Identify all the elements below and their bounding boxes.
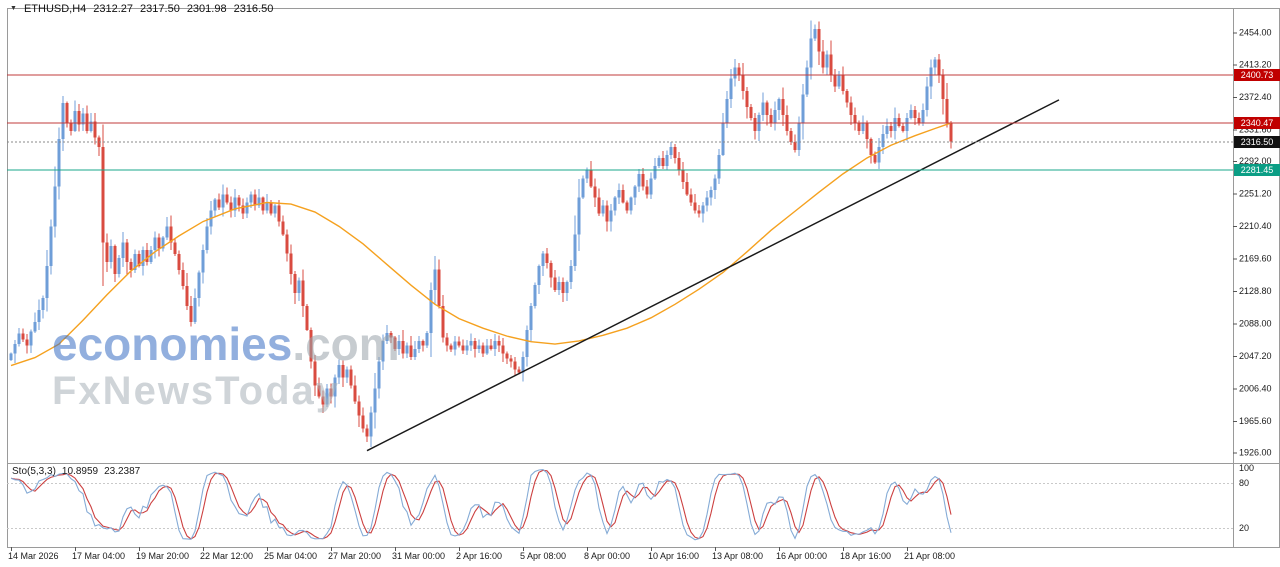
symbol-label: ETHUSD,H4	[23, 3, 87, 15]
price-level-badge: 2340.47	[1234, 116, 1280, 129]
price-tick-label: 2372.40	[1239, 92, 1272, 102]
price-level-badge: 2316.50	[1234, 135, 1280, 148]
price-axis[interactable]	[1233, 8, 1280, 547]
ascending-trendline	[366, 99, 1060, 452]
time-tick-label: 22 Mar 12:00	[200, 551, 253, 561]
time-tick-label: 13 Apr 08:00	[712, 551, 763, 561]
price-tick-label: 2006.40	[1239, 383, 1272, 393]
price-tick-label: 2331.60	[1239, 125, 1272, 135]
time-tick-label: 31 Mar 00:00	[392, 551, 445, 561]
stochastic-main-line	[10, 469, 952, 541]
price-tick-label: 1926.00	[1239, 447, 1272, 457]
price-tick-label: 2251.20	[1239, 189, 1272, 199]
time-tick-label: 25 Mar 04:00	[264, 551, 317, 561]
time-tick-label: 8 Apr 00:00	[584, 551, 630, 561]
stochastic-axis-label: 80	[1239, 478, 1249, 488]
stochastic-axis-label: 20	[1239, 523, 1249, 533]
time-tick-label: 2 Apr 16:00	[456, 551, 502, 561]
time-tick-label: 5 Apr 08:00	[520, 551, 566, 561]
stochastic-axis-label: 100	[1239, 463, 1254, 473]
ohlc-open: 2312.27	[93, 3, 134, 15]
price-tick-label: 1965.60	[1239, 416, 1272, 426]
time-axis[interactable]	[7, 547, 1233, 567]
stochastic-signal-line	[10, 469, 952, 540]
price-tick-label: 2292.00	[1239, 156, 1272, 166]
price-tick-label: 2210.40	[1239, 221, 1272, 231]
time-tick-label: 18 Apr 16:00	[840, 551, 891, 561]
moving-average-line	[10, 122, 952, 367]
price-tick-label: 2413.20	[1239, 60, 1272, 70]
time-tick-label: 14 Mar 2026	[8, 551, 59, 561]
stochastic-label: Sto(5,3,3)	[12, 466, 56, 477]
pane-splitter[interactable]	[7, 461, 1280, 465]
stochastic-header: Sto(5,3,3) 10.8959 23.2387	[12, 466, 140, 477]
stochastic-k-value: 10.8959	[61, 466, 99, 477]
price-tick-label: 2088.00	[1239, 318, 1272, 328]
price-tick-label: 2047.20	[1239, 351, 1272, 361]
symbol-ohlc-readout: ▼ ETHUSD,H4 2312.27 2317.50 2301.98 2316…	[10, 3, 273, 15]
price-tick-label: 2169.60	[1239, 253, 1272, 263]
ohlc-close: 2316.50	[233, 3, 274, 15]
symbol-dropdown-icon[interactable]: ▼	[10, 4, 17, 12]
time-tick-label: 21 Apr 08:00	[904, 551, 955, 561]
time-tick-label: 16 Apr 00:00	[776, 551, 827, 561]
time-tick-label: 27 Mar 20:00	[328, 551, 381, 561]
ohlc-low: 2301.98	[186, 3, 227, 15]
price-level-badge: 2400.73	[1234, 68, 1280, 81]
time-tick-label: 17 Mar 04:00	[72, 551, 125, 561]
time-tick-label: 19 Mar 20:00	[136, 551, 189, 561]
ohlc-high: 2317.50	[140, 3, 180, 15]
price-level-badge: 2281.45	[1234, 163, 1280, 176]
time-tick-label: 10 Apr 16:00	[648, 551, 699, 561]
candles	[9, 20, 953, 447]
stochastic-d-value: 23.2387	[104, 466, 141, 477]
price-tick-label: 2454.00	[1239, 27, 1272, 37]
price-tick-label: 2128.80	[1239, 286, 1272, 296]
